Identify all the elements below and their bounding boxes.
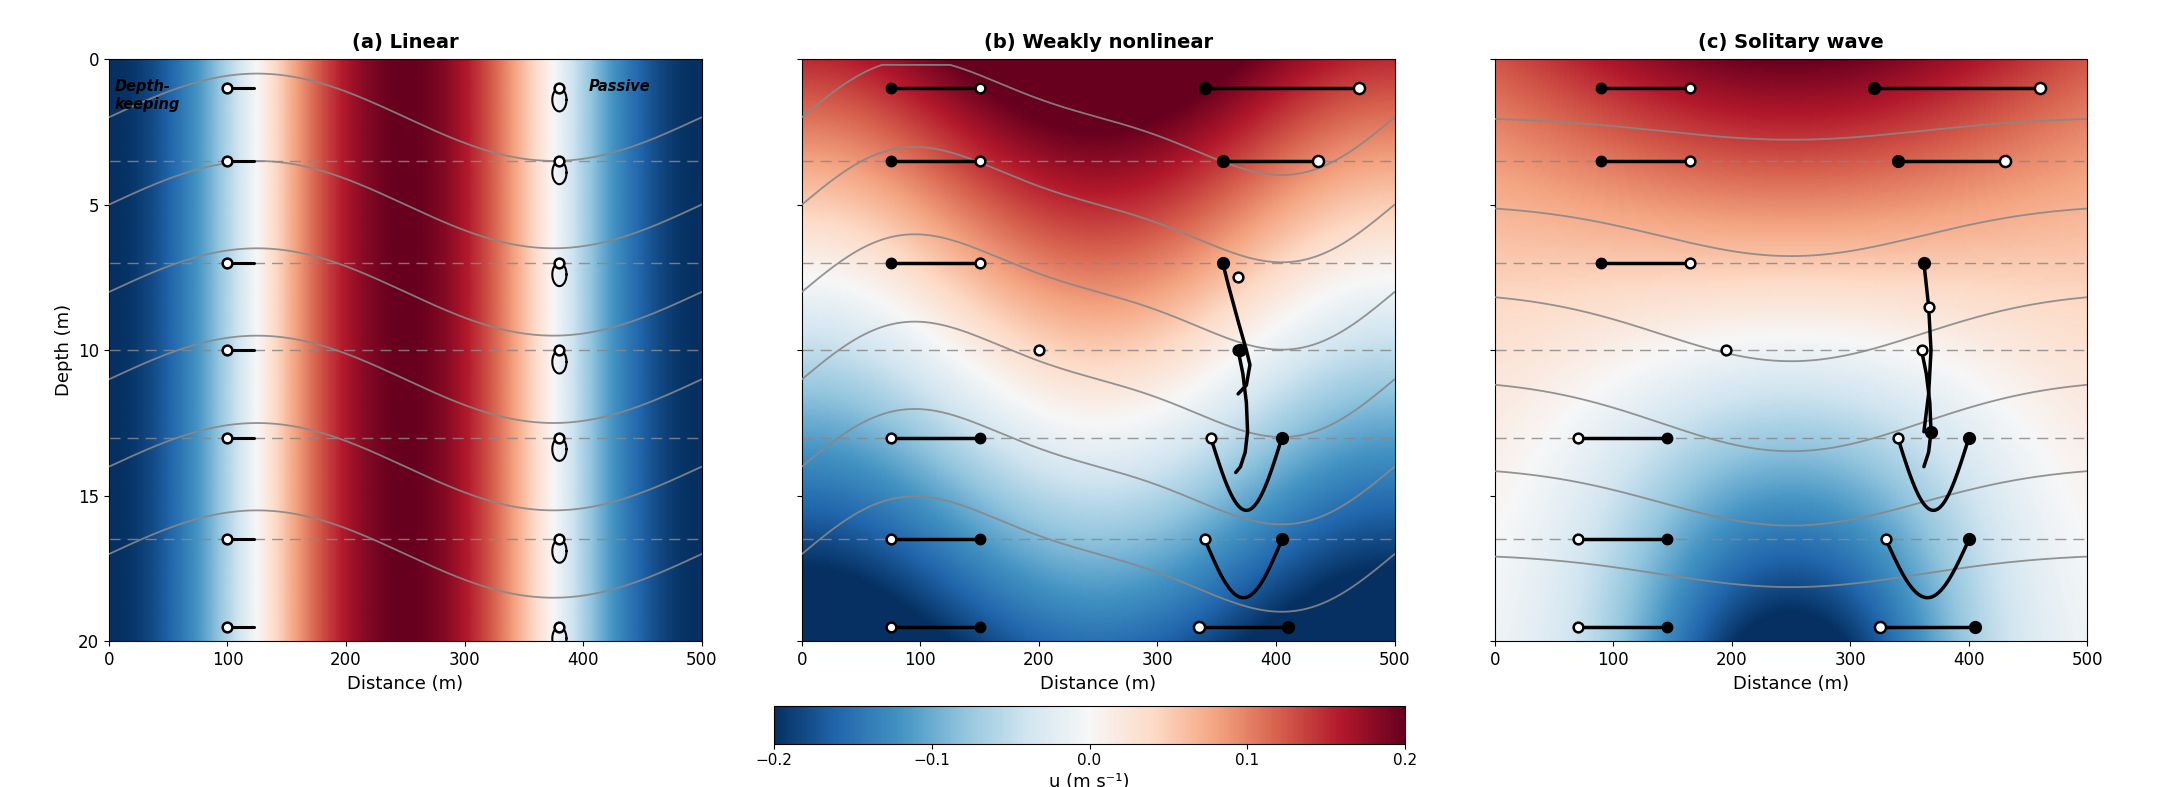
- Title: (a) Linear: (a) Linear: [353, 33, 458, 52]
- X-axis label: u (m s⁻¹): u (m s⁻¹): [1050, 773, 1129, 787]
- Text: Depth-
keeping: Depth- keeping: [115, 79, 181, 112]
- Title: (c) Solitary wave: (c) Solitary wave: [1697, 33, 1885, 52]
- X-axis label: Distance (m): Distance (m): [346, 674, 464, 693]
- X-axis label: Distance (m): Distance (m): [1732, 674, 1850, 693]
- Text: Passive: Passive: [588, 79, 652, 94]
- Y-axis label: Depth (m): Depth (m): [54, 304, 72, 397]
- Title: (b) Weakly nonlinear: (b) Weakly nonlinear: [983, 33, 1214, 52]
- X-axis label: Distance (m): Distance (m): [1039, 674, 1157, 693]
